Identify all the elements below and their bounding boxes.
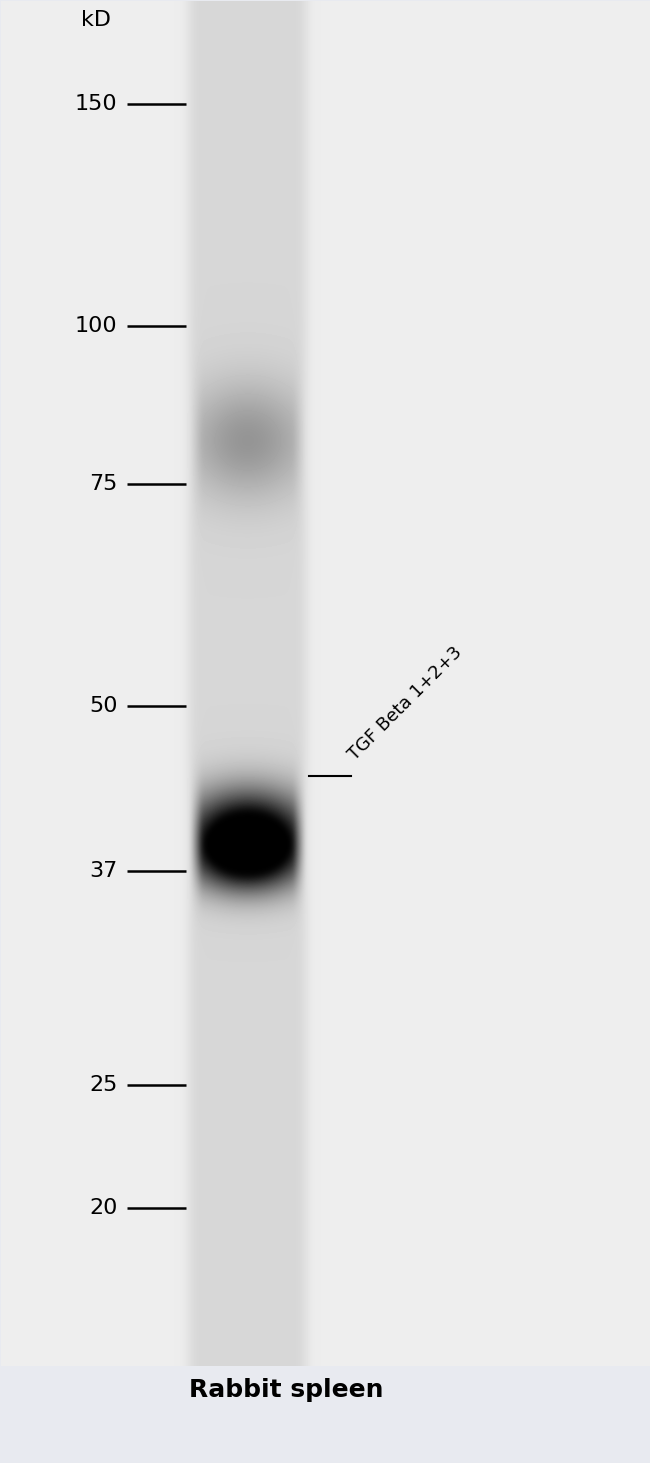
Text: TGF Beta 1+2+3: TGF Beta 1+2+3 (344, 644, 465, 764)
Text: kD: kD (81, 10, 111, 31)
Text: Rabbit spleen: Rabbit spleen (189, 1378, 384, 1403)
Text: 37: 37 (89, 860, 118, 881)
Text: 100: 100 (75, 316, 118, 336)
Text: 20: 20 (89, 1198, 118, 1217)
Text: 25: 25 (89, 1075, 118, 1096)
Text: 75: 75 (89, 474, 118, 493)
Text: 50: 50 (89, 696, 118, 715)
Text: 150: 150 (75, 94, 118, 114)
